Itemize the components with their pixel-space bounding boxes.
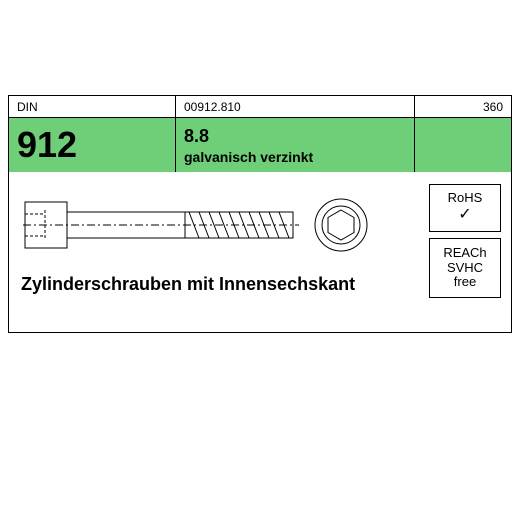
- finish: galvanisch verzinkt: [184, 149, 406, 165]
- compliance-badges: RoHS ✓ REACh SVHC free: [429, 184, 501, 298]
- standard-label: DIN: [9, 96, 176, 117]
- rohs-badge: RoHS ✓: [429, 184, 501, 232]
- screw-illustration: [23, 190, 373, 260]
- reach-badge: REACh SVHC free: [429, 238, 501, 298]
- grade: 8.8: [184, 126, 406, 147]
- reach-line3: free: [454, 275, 476, 290]
- reach-line1: REACh: [443, 246, 486, 261]
- code-right: 360: [415, 96, 511, 117]
- reach-line2: SVHC: [447, 261, 483, 276]
- spec-band: 912 8.8 galvanisch verzinkt: [9, 118, 511, 172]
- rohs-label: RoHS: [448, 191, 483, 206]
- spec-band-right: [415, 118, 511, 172]
- part-number: 00912.810: [176, 96, 415, 117]
- body-area: Zylinderschrauben mit Innensechskant RoH…: [9, 172, 511, 332]
- product-description: Zylinderschrauben mit Innensechskant: [21, 274, 355, 295]
- check-icon: ✓: [458, 206, 471, 224]
- standard-number: 912: [9, 118, 176, 172]
- header-row: DIN 00912.810 360: [9, 96, 511, 118]
- product-spec-card: DIN 00912.810 360 912 8.8 galvanisch ver…: [8, 95, 512, 333]
- spec-band-middle: 8.8 galvanisch verzinkt: [176, 118, 415, 172]
